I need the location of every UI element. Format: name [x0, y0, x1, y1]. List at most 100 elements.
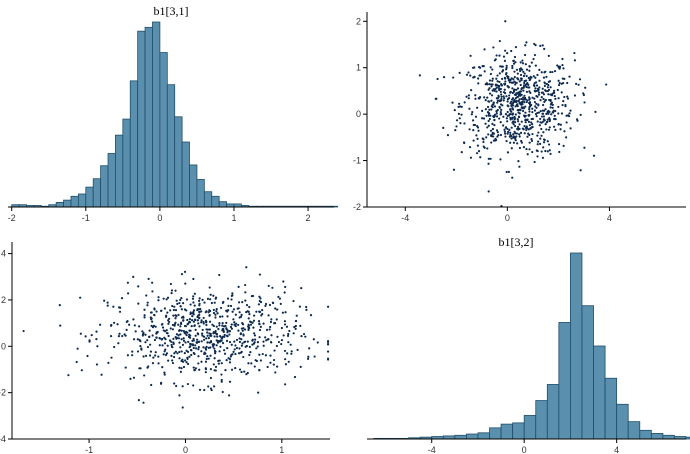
scatter-point	[549, 70, 552, 74]
scatter-point	[434, 97, 437, 101]
scatter-point	[519, 83, 522, 87]
scatter-point	[515, 92, 518, 95]
scatter-point	[505, 64, 508, 67]
scatter-point	[565, 136, 568, 139]
scatter-point	[523, 53, 527, 57]
scatter-point	[535, 94, 538, 98]
scatter-point	[258, 336, 261, 339]
scatter-point	[284, 383, 287, 386]
scatter-point	[498, 72, 501, 75]
scatter-point	[498, 105, 501, 109]
scatter-point	[288, 329, 291, 333]
scatter-point	[163, 371, 166, 374]
scatter-point	[531, 111, 534, 114]
scatter-point	[482, 117, 486, 120]
scatter-point	[509, 116, 512, 119]
x-tick-label: 4	[607, 213, 612, 223]
scatter-point	[326, 350, 330, 353]
scatter-point	[475, 152, 479, 155]
scatter-point	[511, 87, 514, 90]
scatter-point	[545, 82, 548, 86]
scatter-point	[468, 128, 471, 131]
scatter-point	[269, 325, 272, 329]
scatter-point	[249, 323, 253, 326]
scatter-point	[547, 93, 550, 96]
scatter-point	[516, 125, 520, 129]
scatter-point	[477, 77, 480, 80]
scatter-point	[244, 299, 247, 302]
histogram-bar	[166, 84, 176, 208]
scatter-point	[446, 133, 450, 137]
x-tick-label: 2	[306, 213, 311, 223]
scatter-point	[541, 112, 545, 115]
scatter-point	[160, 323, 164, 326]
scatter-point	[474, 115, 478, 118]
scatter-point	[167, 359, 170, 362]
scatter-point	[287, 332, 290, 336]
scatter-point	[144, 341, 147, 344]
scatter-point	[487, 157, 490, 160]
scatter-point	[495, 86, 498, 89]
scatter-point	[539, 44, 542, 47]
scatter-point	[287, 341, 290, 344]
scatter-point	[523, 94, 526, 97]
scatter-point	[548, 149, 551, 152]
scatter-point	[244, 283, 247, 287]
scatter-point	[172, 314, 175, 317]
scatter-point	[471, 66, 475, 69]
scatter-point	[573, 51, 576, 55]
scatter-point	[228, 380, 232, 383]
scatter-point	[506, 51, 509, 55]
scatter-point	[540, 115, 544, 118]
scatter-point	[285, 325, 289, 328]
scatter-point	[496, 80, 499, 83]
scatter-point	[144, 354, 148, 357]
scatter-point	[196, 315, 199, 319]
scatter-point	[139, 344, 142, 348]
scatter-point	[248, 345, 251, 348]
scatter-point	[191, 319, 194, 322]
scatter-point	[180, 329, 183, 332]
scatter-point	[463, 122, 466, 125]
scatter-point	[213, 347, 216, 350]
scatter-point	[557, 79, 560, 82]
scatter-point	[497, 84, 500, 87]
scatter-point	[126, 354, 129, 357]
scatter-point	[299, 324, 302, 328]
scatter-point	[189, 303, 192, 306]
scatter-point	[498, 88, 501, 92]
scatter-point	[436, 77, 439, 81]
y-tick-label: -4	[0, 434, 6, 444]
scatter-point	[478, 96, 482, 99]
scatter-point	[232, 350, 235, 353]
scatter-point	[22, 329, 25, 333]
scatter-point	[549, 106, 552, 109]
scatter-point	[275, 318, 278, 321]
scatter-point	[184, 341, 187, 344]
scatter-point	[209, 387, 213, 390]
scatter-point	[221, 315, 224, 318]
scatter-point	[178, 341, 181, 344]
scatter-point	[483, 96, 486, 99]
scatter-point	[506, 120, 509, 123]
scatter-point	[528, 86, 531, 89]
scatter-point	[181, 406, 184, 409]
scatter-point	[522, 146, 526, 149]
scatter-point	[520, 87, 524, 90]
scatter-point	[526, 153, 529, 156]
scatter-point	[267, 314, 270, 317]
scatter-point	[183, 331, 186, 334]
scatter-point	[208, 328, 212, 331]
scatter-point	[174, 289, 177, 292]
scatter-point	[565, 114, 568, 117]
scatter-point	[218, 350, 221, 353]
scatter-point	[282, 334, 285, 337]
scatter-point	[258, 368, 261, 372]
scatter-point	[519, 77, 523, 80]
histogram-bar	[465, 433, 479, 440]
scatter-point	[247, 328, 250, 331]
scatter-point	[157, 299, 160, 302]
scatter-point	[569, 127, 572, 130]
scatter-point	[247, 310, 250, 313]
scatter-point	[541, 91, 544, 94]
